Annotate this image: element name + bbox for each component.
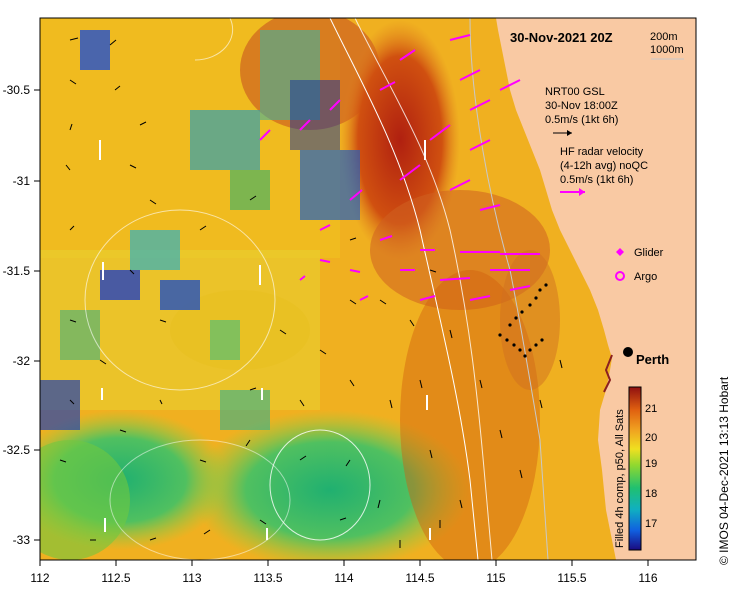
y-tick: -32.5 [3, 443, 31, 457]
y-tick: -30.5 [3, 83, 31, 97]
colorbar-tick: 21 [645, 403, 657, 415]
axis-ticks [34, 89, 649, 566]
colorbar: 17 18 19 20 21 Filled 4h comp, p50, All … [614, 386, 657, 551]
radar-legend-line2: (4-12h avg) noQC [560, 160, 648, 172]
radar-legend-scale: 0.5m/s (1kt 6h) [560, 174, 633, 186]
y-tick: -31 [13, 174, 31, 188]
gsl-legend-line2: 30-Nov 18:00Z [545, 100, 618, 112]
depth-contour-200m: 200m [650, 31, 678, 43]
glider-track [498, 283, 548, 358]
x-tick: 114.5 [405, 571, 434, 585]
colorbar-tick: 19 [645, 458, 657, 470]
radar-legend-line1: HF radar velocity [560, 146, 644, 158]
gsl-velocity-arrows [59, 37, 563, 548]
glider-legend-symbol [616, 248, 624, 256]
perth-marker [623, 347, 633, 357]
argo-legend-label: Argo [634, 271, 657, 283]
x-tick: 116 [638, 571, 657, 585]
gsl-scale-arrow [553, 130, 572, 136]
colorbar-tick: 18 [645, 488, 657, 500]
glider-legend-label: Glider [634, 247, 664, 259]
colorbar-tick: 17 [645, 518, 657, 530]
hf-radar-arrows [259, 34, 540, 301]
x-tick: 114 [334, 571, 353, 585]
gsl-legend-line1: NRT00 GSL [545, 86, 605, 98]
x-tick: 115.5 [557, 571, 586, 585]
gsl-legend-scale: 0.5m/s (1kt 6h) [545, 114, 618, 126]
colorbar-label: Filled 4h comp, p50, All Sats [614, 409, 626, 548]
perth-label: Perth [636, 352, 669, 367]
x-axis-labels: 112 112.5 113 113.5 114 114.5 115 115.5 … [30, 571, 657, 585]
current-arrows-white [99, 140, 431, 540]
x-tick: 115 [486, 571, 505, 585]
x-tick: 112 [30, 571, 49, 585]
depth-contour-1000m: 1000m [650, 44, 684, 56]
x-tick: 113 [182, 571, 201, 585]
map-title: 30-Nov-2021 20Z [510, 30, 613, 45]
y-tick: -32 [13, 354, 31, 368]
y-tick: -33 [13, 533, 31, 547]
colorbar-gradient [628, 386, 642, 551]
radar-scale-arrow [560, 188, 585, 196]
y-tick: -31.5 [3, 264, 31, 278]
x-tick: 112.5 [101, 571, 130, 585]
land-mass [496, 18, 696, 560]
credit-text: © IMOS 04-Dec-2021 13:13 Hobart [717, 376, 731, 565]
coastline-detail [603, 354, 613, 393]
plot-frame [39, 17, 697, 561]
y-axis-labels: -30.5 -31 -31.5 -32 -32.5 -33 [3, 83, 31, 547]
colorbar-tick: 20 [645, 432, 657, 444]
x-tick: 113.5 [253, 571, 282, 585]
argo-legend-symbol [615, 271, 625, 281]
